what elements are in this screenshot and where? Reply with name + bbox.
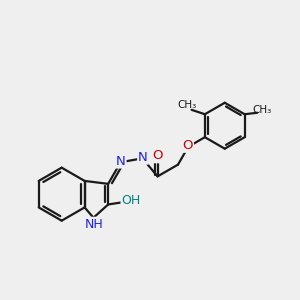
Text: CH₃: CH₃ [177,100,196,110]
Text: CH₃: CH₃ [253,105,272,115]
Text: O: O [152,149,163,162]
Text: OH: OH [122,194,141,207]
Text: O: O [182,139,193,152]
Text: NH: NH [85,218,104,231]
Text: N: N [116,154,126,167]
Text: N: N [138,151,148,164]
